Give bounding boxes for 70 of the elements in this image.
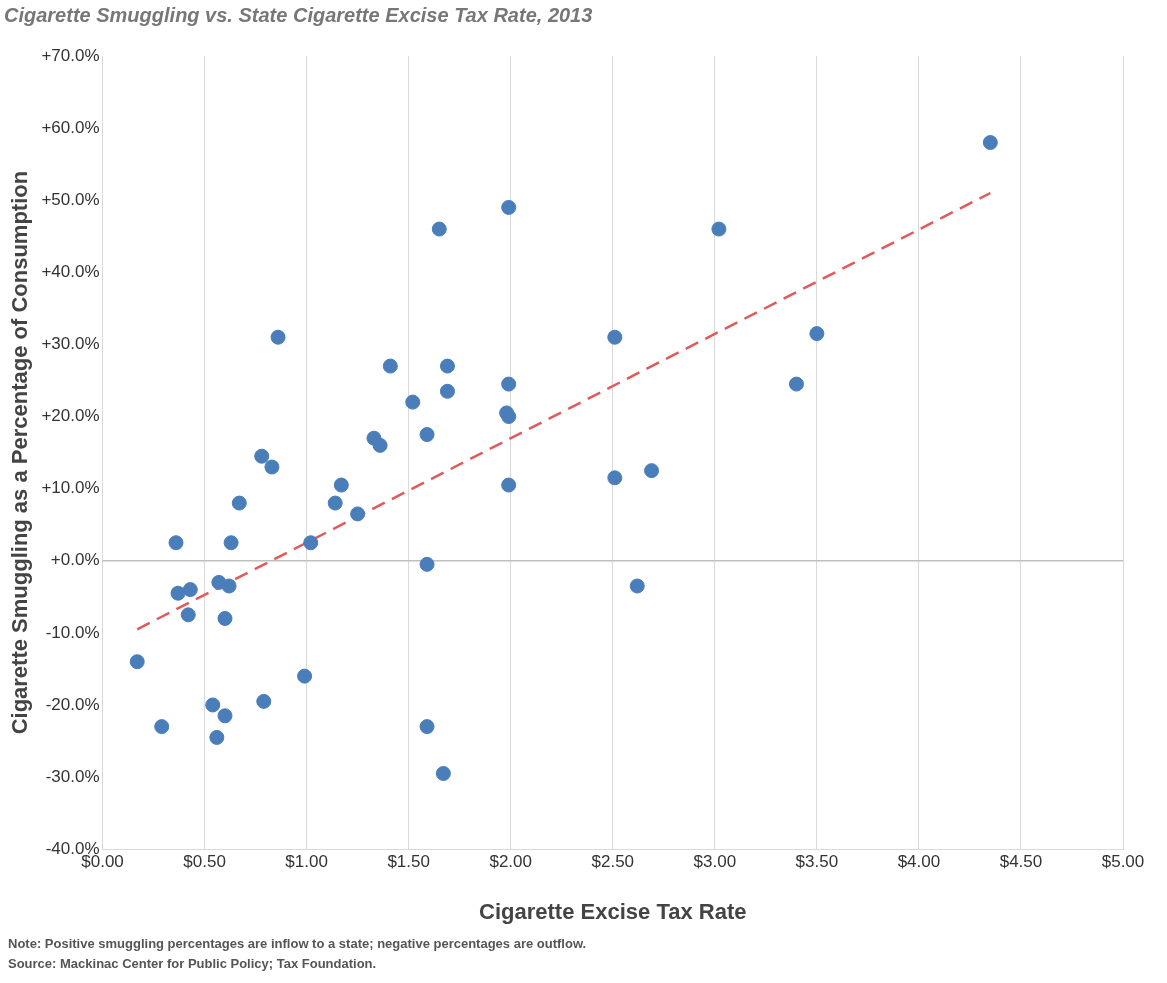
y-tick-label: +70.0% xyxy=(41,45,100,65)
point xyxy=(644,463,660,479)
x-tick-label: $3.00 xyxy=(693,852,737,872)
point xyxy=(303,535,319,551)
x-axis-title: Cigarette Excise Tax Rate xyxy=(479,898,747,924)
point xyxy=(382,358,398,374)
point xyxy=(168,535,184,551)
y-tick-label: +0.0% xyxy=(50,550,100,570)
point xyxy=(501,376,517,392)
point xyxy=(405,394,421,410)
chart-title: Cigarette Smuggling vs. State Cigarette Excise Tax Rate, 2013 xyxy=(4,3,593,26)
point xyxy=(205,697,221,713)
point xyxy=(501,409,517,425)
point xyxy=(711,221,727,237)
point xyxy=(607,329,623,345)
y-tick-label: +50.0% xyxy=(41,189,100,209)
y-tick-label: +60.0% xyxy=(41,117,100,137)
point xyxy=(223,535,239,551)
x-tick-label: $4.50 xyxy=(999,852,1043,872)
x-tick-label: $2.00 xyxy=(489,852,532,872)
point xyxy=(629,578,645,594)
point xyxy=(182,582,198,598)
x-tick-label: $4.00 xyxy=(897,852,941,872)
y-tick-label: -20.0% xyxy=(45,694,100,714)
point xyxy=(217,610,233,626)
point xyxy=(439,358,455,374)
point xyxy=(419,427,435,443)
x-tick-label: $2.50 xyxy=(591,852,635,872)
point xyxy=(372,437,388,453)
point xyxy=(501,199,517,215)
point xyxy=(256,693,272,709)
point xyxy=(419,556,435,572)
point xyxy=(254,448,270,464)
y-tick-label: +40.0% xyxy=(41,262,100,282)
point xyxy=(129,654,145,670)
point xyxy=(431,221,447,237)
point xyxy=(297,668,313,684)
x-tick-label: $5.00 xyxy=(1101,852,1145,872)
point xyxy=(217,708,233,724)
point xyxy=(154,719,170,735)
point xyxy=(231,495,247,511)
point xyxy=(327,495,343,511)
source-note: Source: Mackinac Center for Public Policy; Tax Foundation. xyxy=(8,955,378,973)
point xyxy=(607,470,623,486)
point xyxy=(419,719,435,735)
y-tick-label: -10.0% xyxy=(45,622,100,642)
y-tick-label: +20.0% xyxy=(41,406,100,426)
y-tick-label: +10.0% xyxy=(41,478,100,498)
text: Note: Positive smuggling percentages are inflow to a state; negative percentages are outflow. xyxy=(8,935,587,953)
point xyxy=(333,477,349,493)
point xyxy=(439,383,455,399)
x-tick-label: $1.00 xyxy=(285,852,328,872)
point xyxy=(209,729,225,745)
point xyxy=(180,607,196,623)
x-tick-label: $0.50 xyxy=(183,852,226,872)
point xyxy=(501,477,517,493)
point xyxy=(788,376,804,392)
point xyxy=(809,326,825,342)
point xyxy=(350,506,366,522)
point xyxy=(264,459,280,475)
point xyxy=(170,585,186,601)
point xyxy=(270,329,286,345)
point xyxy=(221,578,237,594)
y-tick-label: +30.0% xyxy=(41,334,100,354)
x-tick-label: $3.50 xyxy=(795,852,839,872)
x-tick-label: $1.50 xyxy=(387,852,430,872)
point xyxy=(435,765,451,781)
y-axis-title: Cigarette Smuggling as a Percentage of Consumption xyxy=(7,170,33,735)
point xyxy=(982,135,998,151)
y-tick-label: -30.0% xyxy=(45,766,100,786)
